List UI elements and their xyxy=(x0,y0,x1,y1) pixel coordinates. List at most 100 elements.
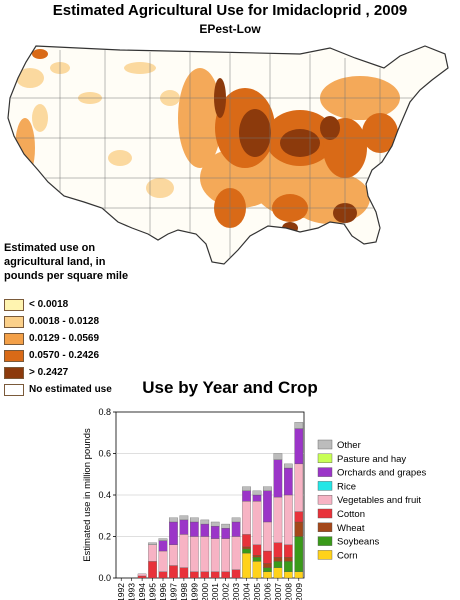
legend-label: Orchards and grapes xyxy=(337,468,426,479)
bar-segment-cotton xyxy=(284,544,293,558)
bar-segment-orchards-and-grapes xyxy=(158,540,168,552)
bar-segment-other xyxy=(273,453,283,460)
bar-segment-corn xyxy=(252,561,262,579)
legend-swatch xyxy=(317,439,333,450)
bar-segment-cotton xyxy=(231,569,241,579)
chart-title: Use by Year and Crop xyxy=(142,378,318,397)
bar-segment-orchards-and-grapes xyxy=(231,521,241,537)
bar-segment-cotton xyxy=(190,571,199,579)
bar-segment-wheat xyxy=(242,546,251,550)
bar-segment-soybeans xyxy=(284,561,293,572)
bar-segment-other xyxy=(179,515,189,521)
x-tick-label: 2004 xyxy=(242,583,252,600)
bar-segment-cotton xyxy=(242,534,251,548)
x-tick-label: 1992 xyxy=(116,583,126,600)
bar-segment-other xyxy=(169,517,178,523)
bar-segment-wheat xyxy=(263,563,272,568)
bar-segment-orchards-and-grapes xyxy=(263,490,272,523)
bar-segment-other xyxy=(148,542,157,545)
map-legend-swatch xyxy=(4,332,24,345)
bar-segment-vegetables-and-fruit xyxy=(294,463,304,512)
x-tick-label: 2005 xyxy=(252,583,262,600)
legend-swatch xyxy=(317,494,333,505)
bar-segment-corn xyxy=(273,567,283,579)
x-tick-label: 1997 xyxy=(168,583,178,600)
us-use-map xyxy=(7,45,449,265)
map-legend-label: < 0.0018 xyxy=(29,299,69,310)
bar-segment-corn xyxy=(263,571,272,579)
bar-segment-other xyxy=(221,523,230,529)
x-tick-label: 1993 xyxy=(127,583,137,600)
map-legend-item: < 0.0018 xyxy=(4,296,112,313)
map-legend-item: 0.0018 - 0.0128 xyxy=(4,313,112,330)
x-tick-label: 2006 xyxy=(262,583,272,600)
x-tick-label: 1998 xyxy=(179,583,189,600)
map-legend-label: 0.0129 - 0.0569 xyxy=(29,333,100,344)
legend-label: Pasture and hay xyxy=(337,454,406,465)
bar-segment-vegetables-and-fruit xyxy=(231,536,241,570)
legend-swatch xyxy=(317,508,333,519)
bar-segment-vegetables-and-fruit xyxy=(158,550,168,572)
bar-segment-wheat xyxy=(284,557,293,562)
bar-segment-cotton xyxy=(158,571,168,579)
map-title: Estimated Agricultural Use for Imidaclop… xyxy=(52,2,408,19)
map-legend: < 0.0018 0.0018 - 0.0128 0.0129 - 0.0569 0.… xyxy=(4,296,112,398)
map-legend-item: No estimated use xyxy=(4,381,112,398)
x-tick-label: 1994 xyxy=(137,583,147,600)
bar-segment-cotton xyxy=(169,565,178,579)
legend-swatch xyxy=(317,536,333,546)
bar-segment-vegetables-and-fruit xyxy=(137,573,147,577)
bar-segment-cotton xyxy=(273,542,283,558)
legend-swatch xyxy=(317,467,333,477)
legend-label: Vegetables and fruit xyxy=(337,495,421,506)
map-legend-item: > 0.2427 xyxy=(4,364,112,381)
bar-segment-cotton xyxy=(179,567,189,579)
x-tick-label: 1995 xyxy=(148,583,158,600)
legend-label: Wheat xyxy=(337,523,365,534)
bar-segment-soybeans xyxy=(263,567,272,572)
bar-segment-soybeans xyxy=(294,536,304,572)
bar-segment-vegetables-and-fruit xyxy=(179,534,189,568)
map-legend-item: 0.0129 - 0.0569 xyxy=(4,330,112,347)
y-tick-label: 0.0 xyxy=(98,573,111,583)
x-tick-label: 2001 xyxy=(210,583,220,600)
bar-segment-other xyxy=(284,463,293,469)
map-legend-label: > 0.2427 xyxy=(29,367,69,378)
map-legend-item: 0.0570 - 0.2426 xyxy=(4,347,112,364)
bar-segment-cotton xyxy=(137,575,147,579)
bar-segment-orchards-and-grapes xyxy=(210,525,220,539)
x-tick-label: 2009 xyxy=(294,583,304,600)
bar-segment-other xyxy=(242,486,251,491)
bar-segment-cotton xyxy=(148,561,157,579)
bar-segment-vegetables-and-fruit xyxy=(252,501,262,545)
bar-segment-orchards-and-grapes xyxy=(284,467,293,496)
bar-segment-other xyxy=(231,517,241,523)
map-legend-swatch xyxy=(4,383,24,396)
bar-segment-cotton xyxy=(252,544,262,556)
bar-segment-soybeans xyxy=(273,561,283,568)
map-legend-label: 0.0018 - 0.0128 xyxy=(29,316,100,327)
x-tick-label: 1999 xyxy=(189,583,199,600)
bar-segment-orchards-and-grapes xyxy=(294,428,304,465)
bar-segment-vegetables-and-fruit xyxy=(190,536,199,572)
legend-swatch xyxy=(317,453,333,463)
bar-segment-vegetables-and-fruit xyxy=(242,501,251,535)
x-tick-label: 1996 xyxy=(158,583,168,600)
bar-segment-orchards-and-grapes xyxy=(169,521,178,545)
map-legend-swatch xyxy=(4,298,24,311)
bar-segment-cotton xyxy=(294,511,304,523)
y-tick-label: 0.6 xyxy=(98,449,111,459)
bar-segment-cotton xyxy=(221,571,230,579)
map-legend-swatch xyxy=(4,366,24,379)
map-subtitle: EPest-Low xyxy=(199,22,261,36)
bar-segment-wheat xyxy=(273,557,283,562)
bar-segment-corn xyxy=(242,552,251,579)
legend-swatch xyxy=(317,522,333,533)
x-tick-label: 2008 xyxy=(283,583,293,600)
x-tick-label: 2007 xyxy=(273,583,283,600)
legend-label: Rice xyxy=(337,481,356,492)
bar-segment-orchards-and-grapes xyxy=(252,494,262,502)
bar-segment-cotton xyxy=(210,571,220,579)
bar-segment-wheat xyxy=(252,555,262,558)
map-legend-swatch xyxy=(4,349,24,362)
